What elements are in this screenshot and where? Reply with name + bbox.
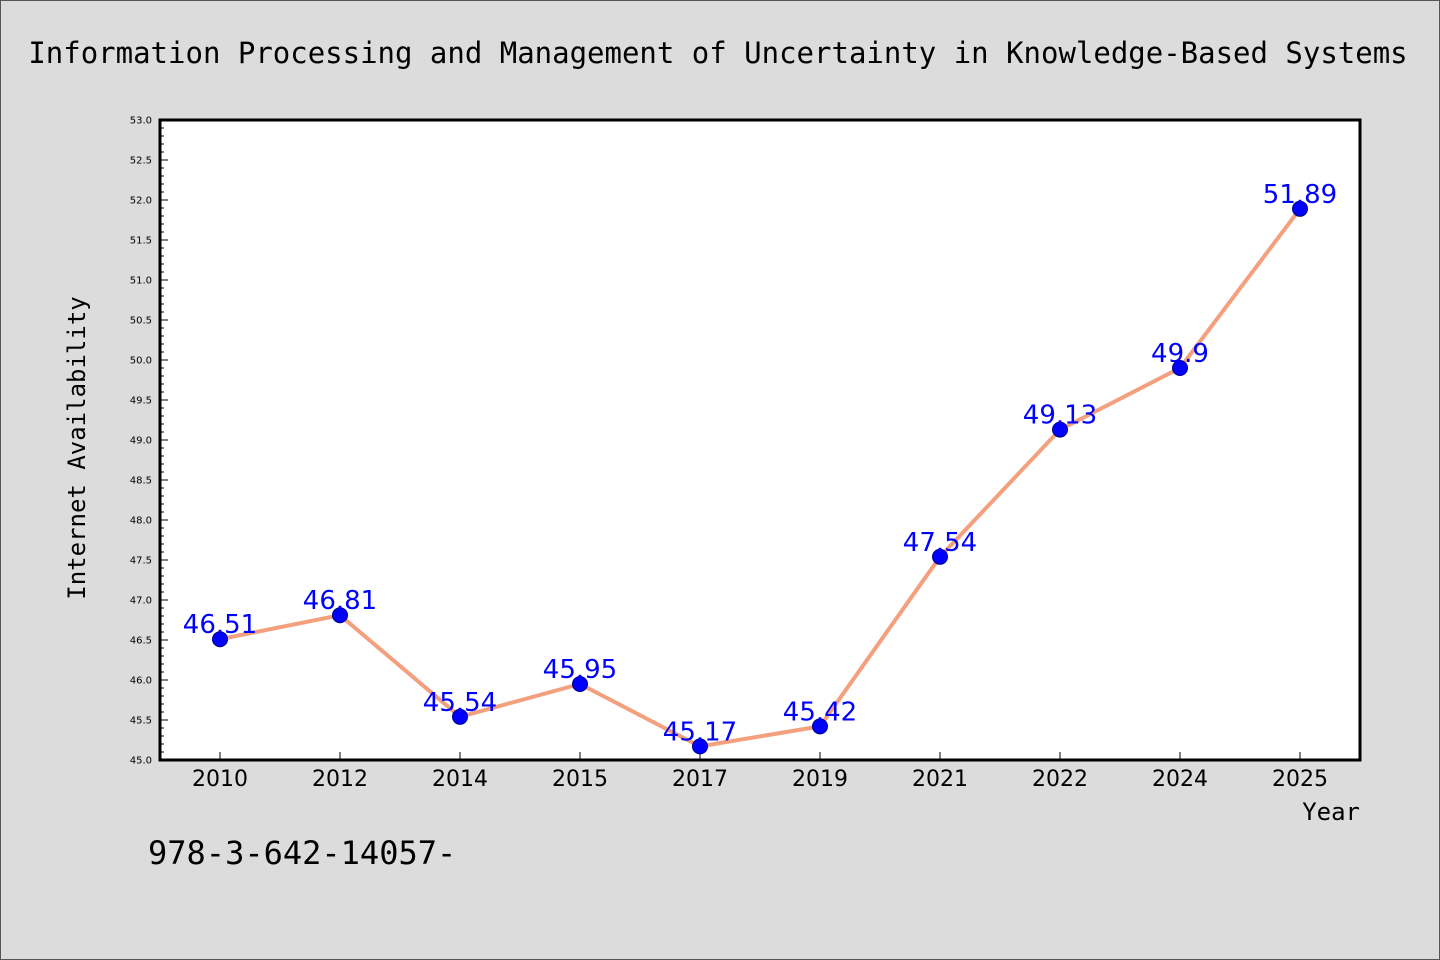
data-label: 51.89 (1263, 180, 1337, 210)
y-tick-label: 46.0 (130, 676, 152, 687)
x-tick-label: 2025 (1272, 767, 1328, 792)
y-tick-label: 51.5 (130, 236, 152, 247)
data-label: 49.13 (1023, 401, 1097, 431)
x-tick-label: 2019 (792, 767, 848, 792)
data-label: 46.51 (183, 610, 257, 640)
y-tick-label: 45.5 (130, 716, 152, 727)
y-tick-label: 45.0 (130, 756, 152, 767)
y-tick-label: 48.0 (130, 516, 152, 527)
footnote-isbn: 978-3-642-14057- (148, 834, 456, 872)
x-axis-label: Year (1302, 798, 1360, 826)
y-tick-label: 53.0 (130, 116, 152, 127)
data-point-marker (452, 708, 468, 725)
y-tick-label: 52.0 (130, 196, 152, 207)
x-tick-label: 2021 (912, 767, 968, 792)
y-tick-label: 49.5 (130, 396, 152, 407)
x-tick-label: 2014 (432, 767, 488, 792)
y-tick-label: 48.5 (130, 476, 152, 487)
y-tick-label: 46.5 (130, 636, 152, 647)
data-label: 45.42 (783, 697, 857, 727)
data-labels-layer: 46.51 46.81 45.54 45.95 45.17 45.42 47.54 49.13… (183, 180, 1337, 748)
y-tick-label: 50.0 (130, 356, 152, 367)
data-point-marker (572, 676, 588, 692)
data-label: 49.9 (1151, 339, 1209, 369)
y-tick-label: 47.0 (130, 596, 152, 607)
data-point-marker (1052, 421, 1068, 438)
series-layer (212, 200, 1308, 755)
data-point-marker (332, 607, 348, 624)
data-label: 45.17 (663, 717, 737, 747)
data-label: 45.95 (543, 655, 617, 685)
x-tick-label: 2012 (312, 767, 368, 792)
y-tick-label: 51.0 (130, 276, 152, 287)
y-tick-label: 52.5 (130, 156, 152, 167)
x-tick-label: 2017 (672, 767, 728, 792)
series-line (219, 207, 1302, 749)
data-point-marker (812, 718, 828, 735)
x-tick-label: 2022 (1032, 767, 1088, 792)
y-axis: 45.0 45.5 46.0 46.5 47.0 47.5 48.0 48.5 49.0 49.5… (130, 116, 168, 767)
data-point-marker (1292, 200, 1308, 217)
data-point-marker (1172, 360, 1188, 376)
data-point-marker (932, 548, 948, 565)
x-axis: 2010 2012 2014 2015 2017 2019 2021 2022 2024 2025 (192, 752, 1328, 792)
x-tick-label: 2010 (192, 767, 248, 792)
data-label: 47.54 (903, 528, 977, 558)
y-tick-label: 50.5 (130, 316, 152, 327)
data-point-marker (212, 631, 228, 648)
data-point-marker (692, 738, 708, 755)
chart-title: Information Processing and Management of… (28, 36, 1407, 70)
x-tick-label: 2024 (1152, 767, 1208, 792)
y-tick-label: 47.5 (130, 556, 152, 567)
plot-area (158, 118, 1362, 762)
y-tick-label: 49.0 (130, 436, 152, 447)
x-tick-label: 2015 (552, 767, 608, 792)
y-axis-label: Internet Availability (63, 296, 91, 599)
data-label: 45.54 (423, 688, 497, 718)
data-label: 46.81 (303, 586, 377, 616)
